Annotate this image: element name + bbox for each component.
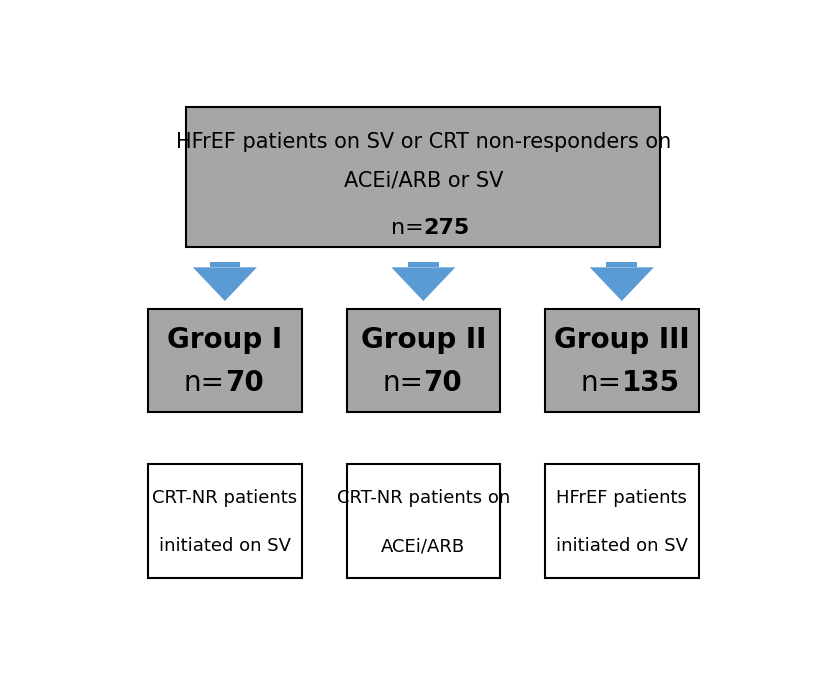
Text: n=: n= bbox=[391, 219, 423, 238]
Text: 135: 135 bbox=[622, 369, 680, 397]
Bar bbox=[187, 106, 660, 246]
Bar bbox=[210, 262, 240, 267]
Text: initiated on SV: initiated on SV bbox=[556, 537, 688, 555]
Polygon shape bbox=[392, 267, 455, 301]
Text: HFrEF patients on SV or CRT non-responders on: HFrEF patients on SV or CRT non-responde… bbox=[176, 132, 671, 151]
Text: initiated on SV: initiated on SV bbox=[159, 537, 291, 555]
Bar bbox=[606, 262, 637, 267]
Polygon shape bbox=[590, 267, 654, 301]
Bar bbox=[148, 464, 301, 578]
Bar bbox=[347, 464, 501, 578]
Text: CRT-NR patients on: CRT-NR patients on bbox=[337, 489, 510, 507]
Text: ACEi/ARB or SV: ACEi/ARB or SV bbox=[344, 171, 503, 191]
Bar bbox=[545, 309, 699, 413]
Text: 70: 70 bbox=[423, 369, 462, 397]
Text: 275: 275 bbox=[423, 219, 469, 238]
Text: 70: 70 bbox=[225, 369, 263, 397]
Text: HFrEF patients: HFrEF patients bbox=[557, 489, 687, 507]
Text: CRT-NR patients: CRT-NR patients bbox=[152, 489, 297, 507]
Bar bbox=[148, 309, 301, 413]
Text: Group I: Group I bbox=[168, 326, 282, 354]
Polygon shape bbox=[193, 267, 257, 301]
Bar bbox=[408, 262, 439, 267]
Text: Group III: Group III bbox=[554, 326, 690, 354]
Bar bbox=[347, 309, 501, 413]
Text: Group II: Group II bbox=[361, 326, 486, 354]
Bar bbox=[545, 464, 699, 578]
Text: n=: n= bbox=[581, 369, 622, 397]
Text: n=: n= bbox=[184, 369, 225, 397]
Text: ACEi/ARB: ACEi/ARB bbox=[382, 537, 465, 555]
Text: n=: n= bbox=[382, 369, 423, 397]
